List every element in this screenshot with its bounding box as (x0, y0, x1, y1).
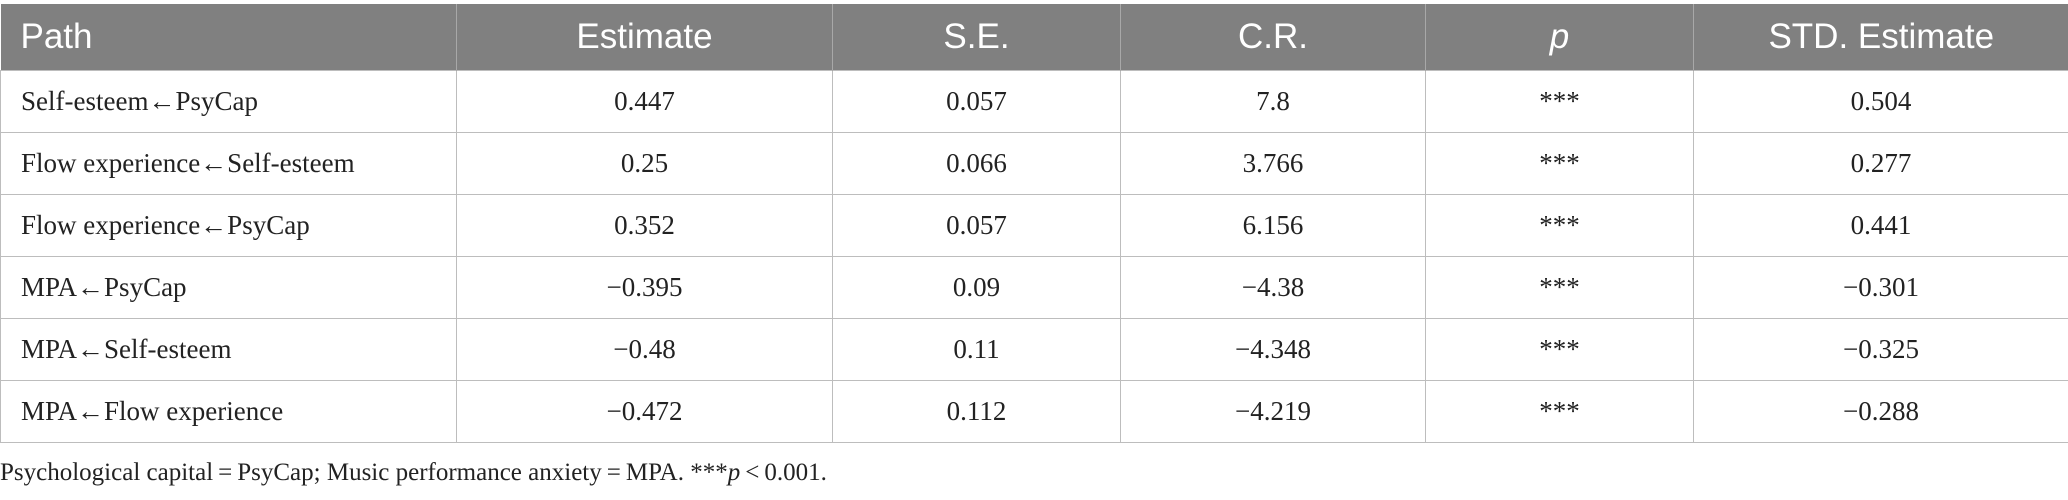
cell-p: *** (1425, 318, 1694, 381)
cell-std-estimate: 0.441 (1693, 194, 2068, 257)
cell-se: 0.057 (832, 70, 1121, 133)
header-p-label: p (1549, 17, 1570, 56)
cell-std-estimate: −0.288 (1693, 380, 2068, 443)
cell-path: MPA←Self-esteem (0, 318, 457, 381)
cell-estimate: 0.447 (456, 70, 833, 133)
cell-estimate: 0.352 (456, 194, 833, 257)
table-footnote: Psychological capital = PsyCap; Music pe… (0, 459, 827, 487)
table-body: Self-esteem←PsyCap 0.447 0.057 7.8 *** 0… (0, 70, 2068, 443)
cell-path: Flow experience←Self-esteem (0, 132, 457, 195)
header-se: S.E. (832, 4, 1121, 71)
table-header: Path Estimate S.E. C.R. p STD. Estimate (0, 4, 2068, 71)
cell-p: *** (1425, 132, 1694, 195)
footnote-p-symbol: p (727, 459, 741, 486)
cell-std-estimate: −0.301 (1693, 256, 2068, 319)
table-row: Self-esteem←PsyCap 0.447 0.057 7.8 *** 0… (0, 70, 2068, 133)
table-row: MPA←Self-esteem −0.48 0.11 −4.348 *** −0… (0, 318, 2068, 381)
cell-estimate: −0.472 (456, 380, 833, 443)
cell-se: 0.057 (832, 194, 1121, 257)
cell-cr: −4.348 (1120, 318, 1426, 381)
cell-estimate: −0.48 (456, 318, 833, 381)
cell-std-estimate: 0.504 (1693, 70, 2068, 133)
header-std-estimate: STD. Estimate (1693, 4, 2068, 71)
cell-path: Self-esteem←PsyCap (0, 70, 457, 133)
cell-cr: 3.766 (1120, 132, 1426, 195)
cell-std-estimate: 0.277 (1693, 132, 2068, 195)
table-row: Flow experience←PsyCap 0.352 0.057 6.156… (0, 194, 2068, 257)
cell-path: MPA←Flow experience (0, 380, 457, 443)
cell-cr: 7.8 (1120, 70, 1426, 133)
cell-p: *** (1425, 256, 1694, 319)
cell-p: *** (1425, 380, 1694, 443)
cell-cr: 6.156 (1120, 194, 1426, 257)
cell-std-estimate: −0.325 (1693, 318, 2068, 381)
cell-estimate: −0.395 (456, 256, 833, 319)
footnote-threshold: < 0.001. (740, 459, 827, 486)
cell-se: 0.11 (832, 318, 1121, 381)
cell-path: Flow experience←PsyCap (0, 194, 457, 257)
path-coefficients-table-wrapper: Path Estimate S.E. C.R. p STD. Estimate … (0, 4, 2068, 443)
header-estimate: Estimate (456, 4, 833, 71)
cell-cr: −4.219 (1120, 380, 1426, 443)
table-row: MPA←Flow experience −0.472 0.112 −4.219 … (0, 380, 2068, 443)
header-row: Path Estimate S.E. C.R. p STD. Estimate (0, 4, 2068, 71)
header-cr: C.R. (1120, 4, 1426, 71)
table-row: MPA←PsyCap −0.395 0.09 −4.38 *** −0.301 (0, 256, 2068, 319)
footnote-definitions: Psychological capital = PsyCap; Music pe… (0, 459, 728, 486)
path-coefficients-table: Path Estimate S.E. C.R. p STD. Estimate … (0, 4, 2068, 443)
header-p: p (1425, 4, 1694, 71)
cell-se: 0.112 (832, 380, 1121, 443)
table-row: Flow experience←Self-esteem 0.25 0.066 3… (0, 132, 2068, 195)
cell-path: MPA←PsyCap (0, 256, 457, 319)
cell-se: 0.09 (832, 256, 1121, 319)
cell-p: *** (1425, 194, 1694, 257)
header-path: Path (0, 4, 457, 71)
cell-p: *** (1425, 70, 1694, 133)
cell-cr: −4.38 (1120, 256, 1426, 319)
cell-se: 0.066 (832, 132, 1121, 195)
cell-estimate: 0.25 (456, 132, 833, 195)
